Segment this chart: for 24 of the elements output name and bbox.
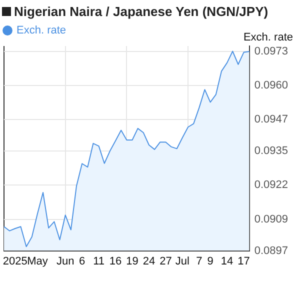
y-tick-label: 0.0935 [254, 145, 288, 158]
x-tick-label: 7 [196, 255, 202, 268]
x-tick-label: Jun [56, 255, 74, 268]
x-tick-label: 17 [238, 255, 250, 268]
y-tick-label: 0.0897 [254, 244, 288, 257]
y-axis-title: Exch. rate [243, 32, 293, 44]
x-tick-label: Jul [175, 255, 190, 268]
x-tick-label: 2025 [2, 255, 28, 268]
x-tick-label: 19 [126, 255, 138, 268]
x-tick-label: 27 [160, 255, 172, 268]
x-tick-label: 11 [93, 255, 105, 268]
chart-title: Nigerian Naira / Japanese Yen (NGN/JPY) [14, 4, 268, 19]
y-tick-label: 0.0947 [254, 114, 288, 126]
x-tick-label: May [27, 255, 48, 268]
x-tick-label: 16 [109, 255, 122, 268]
y-tick-label: 0.0909 [254, 213, 288, 226]
x-tick-label: 6 [79, 255, 86, 268]
y-tick-label: 0.0960 [254, 79, 288, 92]
y-tick-label: 0.0973 [254, 45, 288, 58]
x-tick-label: 14 [220, 255, 234, 268]
x-tick-label: 24 [142, 255, 156, 268]
x-tick-label: 9 [207, 255, 214, 268]
legend-label: Exch. rate [16, 24, 66, 37]
y-tick-label: 0.0922 [254, 179, 288, 192]
